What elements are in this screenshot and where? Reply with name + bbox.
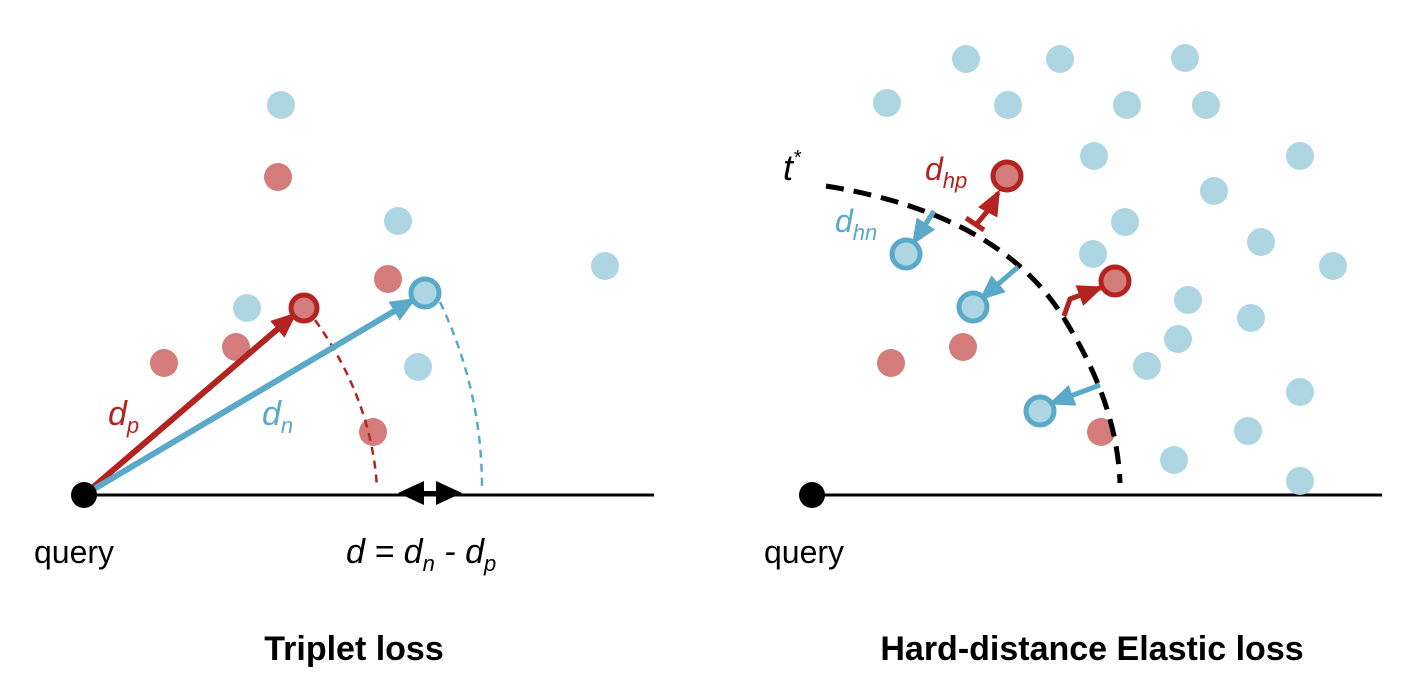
negative-point [1160, 446, 1188, 474]
positive-point [150, 349, 178, 377]
left-title: Triplet loss [264, 630, 444, 668]
right-positive-points [877, 333, 1115, 446]
negative-point [1247, 228, 1275, 256]
negative-point [1079, 240, 1107, 268]
positive-point [264, 163, 292, 191]
positive-point [1087, 418, 1115, 446]
negative-point [1133, 352, 1161, 380]
left-positive-points [150, 163, 402, 446]
threshold-arc [825, 183, 1123, 484]
negative-point [1286, 378, 1314, 406]
hard-negative-point [956, 290, 990, 324]
negative-point [233, 294, 261, 322]
positive-distance-arc [313, 319, 379, 489]
negative-point [1171, 44, 1199, 72]
negative-point [1319, 252, 1347, 280]
hp-arrow-2 [1061, 285, 1104, 317]
dhp-label: dhp [925, 151, 967, 193]
positive-point [359, 418, 387, 446]
negative-point [1113, 91, 1141, 119]
hard-negative-point [889, 237, 923, 271]
threshold-label: t* [783, 147, 802, 188]
hn-arrow-2 [978, 265, 1020, 301]
right-title: Hard-distance Elastic loss [880, 630, 1303, 668]
hard-negative-point [1023, 394, 1057, 428]
negative-point [1200, 177, 1228, 205]
hard-positive-point [1098, 264, 1132, 298]
positive-point [949, 333, 977, 361]
hp-arrow-1-tick [964, 215, 986, 233]
positive-point [222, 333, 250, 361]
dp-label: dp [108, 395, 139, 438]
negative-point [873, 89, 901, 117]
negative-point [1286, 142, 1314, 170]
hard-positive-point [288, 292, 320, 324]
hn-arrow-1 [911, 209, 937, 246]
right-query-label: query [764, 534, 844, 570]
left-negative-points [233, 91, 619, 381]
positive-point [374, 265, 402, 293]
margin-equation: d = dn - dp [346, 533, 496, 576]
dn-arrow [82, 297, 417, 498]
dp-arrow [82, 312, 298, 498]
negative-point [1111, 208, 1139, 236]
elastic-loss-panel: query t* dhp dhn Hard-distance Elastic l… [764, 44, 1382, 668]
negative-point [1046, 45, 1074, 73]
triplet-loss-panel: query dp dn d = dn - dp Triplet loss [34, 91, 654, 668]
negative-point [1164, 325, 1192, 353]
hp-arrow-1 [973, 189, 1001, 228]
dn-label: dn [262, 395, 293, 438]
negative-point [1237, 304, 1265, 332]
positive-point [877, 349, 905, 377]
negative-point [404, 353, 432, 381]
negative-distance-arc [438, 301, 484, 489]
negative-point [994, 91, 1022, 119]
negative-point [952, 45, 980, 73]
hard-negative-point [408, 276, 442, 310]
hn-arrow-3 [1048, 382, 1101, 406]
left-query-point [71, 482, 97, 508]
right-query-point [799, 482, 825, 508]
hard-positive-point [990, 159, 1024, 193]
negative-point [1174, 286, 1202, 314]
negative-point [1234, 417, 1262, 445]
dhn-label: dhn [835, 203, 877, 245]
negative-point [384, 207, 412, 235]
negative-point [267, 91, 295, 119]
left-query-label: query [34, 534, 114, 570]
right-negative-points [873, 44, 1347, 495]
negative-point [1192, 91, 1220, 119]
negative-point [1080, 142, 1108, 170]
negative-point [591, 252, 619, 280]
negative-point [1286, 467, 1314, 495]
